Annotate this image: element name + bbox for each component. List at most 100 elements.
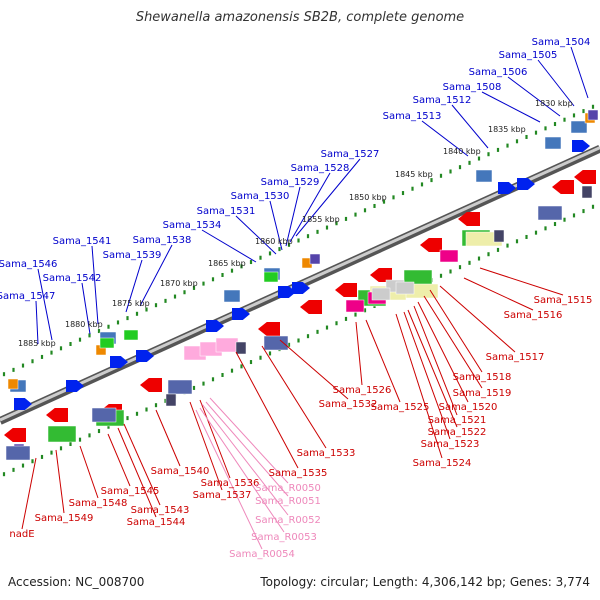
forward-gene-arrow — [517, 178, 535, 190]
forward-gene-label[interactable]: Sama_1541 — [53, 236, 112, 247]
reverse-gene-label[interactable]: Sama_1548 — [69, 498, 128, 509]
forward-leader-line — [91, 245, 99, 325]
scale-label: 1880 kbp — [65, 320, 103, 329]
forward-gene-label[interactable]: Sama_1527 — [321, 149, 380, 160]
forward-leader-line — [201, 229, 257, 263]
reverse-leader-line — [479, 267, 564, 296]
forward-gene-label[interactable]: Sama_1547 — [0, 291, 55, 302]
reverse-leader-line — [355, 321, 363, 386]
reverse-gene-label[interactable]: Sama_1520 — [439, 402, 498, 413]
gene-features[interactable] — [4, 109, 599, 461]
reverse-gene-arrow — [458, 212, 480, 226]
scale-label: 1885 kbp — [18, 339, 56, 348]
gene-block — [439, 249, 459, 263]
gene-block — [223, 289, 241, 303]
reverse-gene-label[interactable]: Sama_1535 — [269, 468, 328, 479]
scale-labels: 1830 kbp 1835 kbp 1840 kbp 1845 kbp 1850 kbp… — [18, 99, 573, 348]
forward-gene-label[interactable]: Sama_1512 — [413, 95, 472, 106]
scale-label: 1860 kbp — [255, 237, 293, 246]
rna-gene-label[interactable]: Sama_R0051 — [255, 496, 321, 507]
rna-gene-label[interactable]: Sama_R0054 — [229, 549, 295, 560]
gene-block — [167, 379, 193, 395]
forward-gene-label[interactable]: Sama_1506 — [469, 67, 528, 78]
reverse-gene-label[interactable]: Sama_1522 — [428, 427, 487, 438]
forward-gene-label[interactable]: Sama_1504 — [532, 37, 591, 48]
reverse-gene-label[interactable]: Sama_1519 — [453, 388, 512, 399]
forward-gene-label[interactable]: Sama_1505 — [499, 50, 558, 61]
reverse-gene-arrow — [335, 283, 357, 297]
reverse-gene-label[interactable]: Sama_1516 — [504, 310, 563, 321]
forward-gene-label[interactable]: Sama_1546 — [0, 259, 57, 270]
forward-leader-line — [481, 91, 541, 123]
forward-gene-label[interactable]: Sama_1530 — [231, 191, 290, 202]
gene-block — [165, 393, 177, 407]
forward-leader-line — [289, 172, 331, 243]
forward-gene-arrow — [110, 356, 128, 368]
forward-leader-line — [269, 200, 283, 251]
forward-gene-label[interactable]: Sama_1508 — [443, 82, 502, 93]
reverse-gene-label[interactable]: Sama_1521 — [428, 415, 487, 426]
reverse-gene-label[interactable]: Sama_1523 — [421, 439, 480, 450]
reverse-gene-label[interactable]: Sama_1549 — [35, 513, 94, 524]
reverse-gene-label[interactable]: Sama_1518 — [453, 372, 512, 383]
gene-block — [493, 229, 505, 243]
reverse-gene-arrow — [420, 238, 442, 252]
forward-gene-label[interactable]: Sama_1529 — [261, 177, 320, 188]
reverse-leader-line — [107, 433, 131, 487]
reverse-gene-label[interactable]: Sama_1540 — [151, 466, 210, 477]
reverse-gene-label[interactable]: Sama_1545 — [101, 486, 160, 497]
reverse-leader-line — [199, 399, 231, 479]
reverse-leader-line — [155, 409, 181, 467]
reverse-gene-label[interactable]: Sama_1543 — [131, 505, 190, 516]
reverse-leader-line — [189, 401, 223, 491]
forward-gene-label[interactable]: Sama_1542 — [43, 273, 102, 284]
forward-leader-line — [235, 215, 277, 255]
reverse-leader-line — [407, 309, 458, 428]
gene-block — [263, 335, 289, 351]
reverse-gene-label[interactable]: Sama_1525 — [371, 402, 430, 413]
gene-block — [123, 329, 139, 341]
reverse-gene-arrow — [552, 180, 574, 194]
forward-gene-label[interactable]: Sama_1539 — [103, 250, 162, 261]
reverse-gene-label[interactable]: Sama_1536 — [201, 478, 260, 489]
reverse-gene-label[interactable]: Sama_1517 — [486, 352, 545, 363]
scale-label: 1835 kbp — [488, 125, 526, 134]
gene-labels[interactable]: Sama_1504 Sama_1505 Sama_1506 Sama_1508 Sama… — [0, 37, 592, 560]
rna-gene-label[interactable]: Sama_R0050 — [255, 483, 321, 494]
reverse-gene-label[interactable]: Sama_1533 — [297, 448, 356, 459]
forward-gene-label[interactable]: Sama_1531 — [197, 206, 256, 217]
reverse-gene-label[interactable]: nadE — [9, 529, 34, 540]
forward-gene-label[interactable]: Sama_1528 — [291, 163, 350, 174]
gene-block — [587, 109, 599, 121]
forward-leader-line — [35, 300, 39, 345]
forward-leader-line — [507, 76, 561, 117]
reverse-gene-label[interactable]: Sama_1524 — [413, 458, 472, 469]
reverse-leader-line — [429, 289, 483, 373]
reverse-leader-line — [417, 301, 469, 403]
gene-block — [5, 445, 31, 461]
reverse-gene-label[interactable]: Sama_1526 — [333, 385, 392, 396]
reverse-gene-label[interactable]: Sama_1537 — [193, 490, 252, 501]
reverse-gene-label[interactable]: Sama_1544 — [127, 517, 186, 528]
forward-leader-line — [570, 46, 589, 99]
gene-block — [47, 425, 77, 443]
forward-gene-arrow — [136, 350, 154, 362]
reverse-gene-arrow — [574, 170, 596, 184]
forward-gene-arrow — [278, 286, 296, 298]
rna-leader-line — [209, 397, 289, 484]
reverse-gene-label[interactable]: Sama_1532 — [319, 399, 378, 410]
forward-leader-line — [285, 186, 301, 247]
forward-gene-label[interactable]: Sama_1538 — [133, 235, 192, 246]
gene-block — [91, 407, 117, 423]
reverse-gene-arrow — [46, 408, 68, 422]
forward-gene-label[interactable]: Sama_1513 — [383, 111, 442, 122]
rna-gene-label[interactable]: Sama_R0053 — [251, 532, 317, 543]
reverse-leader-line — [395, 313, 443, 459]
forward-gene-label[interactable]: Sama_1534 — [163, 220, 222, 231]
gene-block — [475, 169, 493, 183]
rna-gene-label[interactable]: Sama_R0052 — [255, 515, 321, 526]
reverse-gene-label[interactable]: Sama_1515 — [534, 295, 593, 306]
reverse-gene-arrow — [370, 268, 392, 282]
gene-block — [235, 341, 247, 355]
